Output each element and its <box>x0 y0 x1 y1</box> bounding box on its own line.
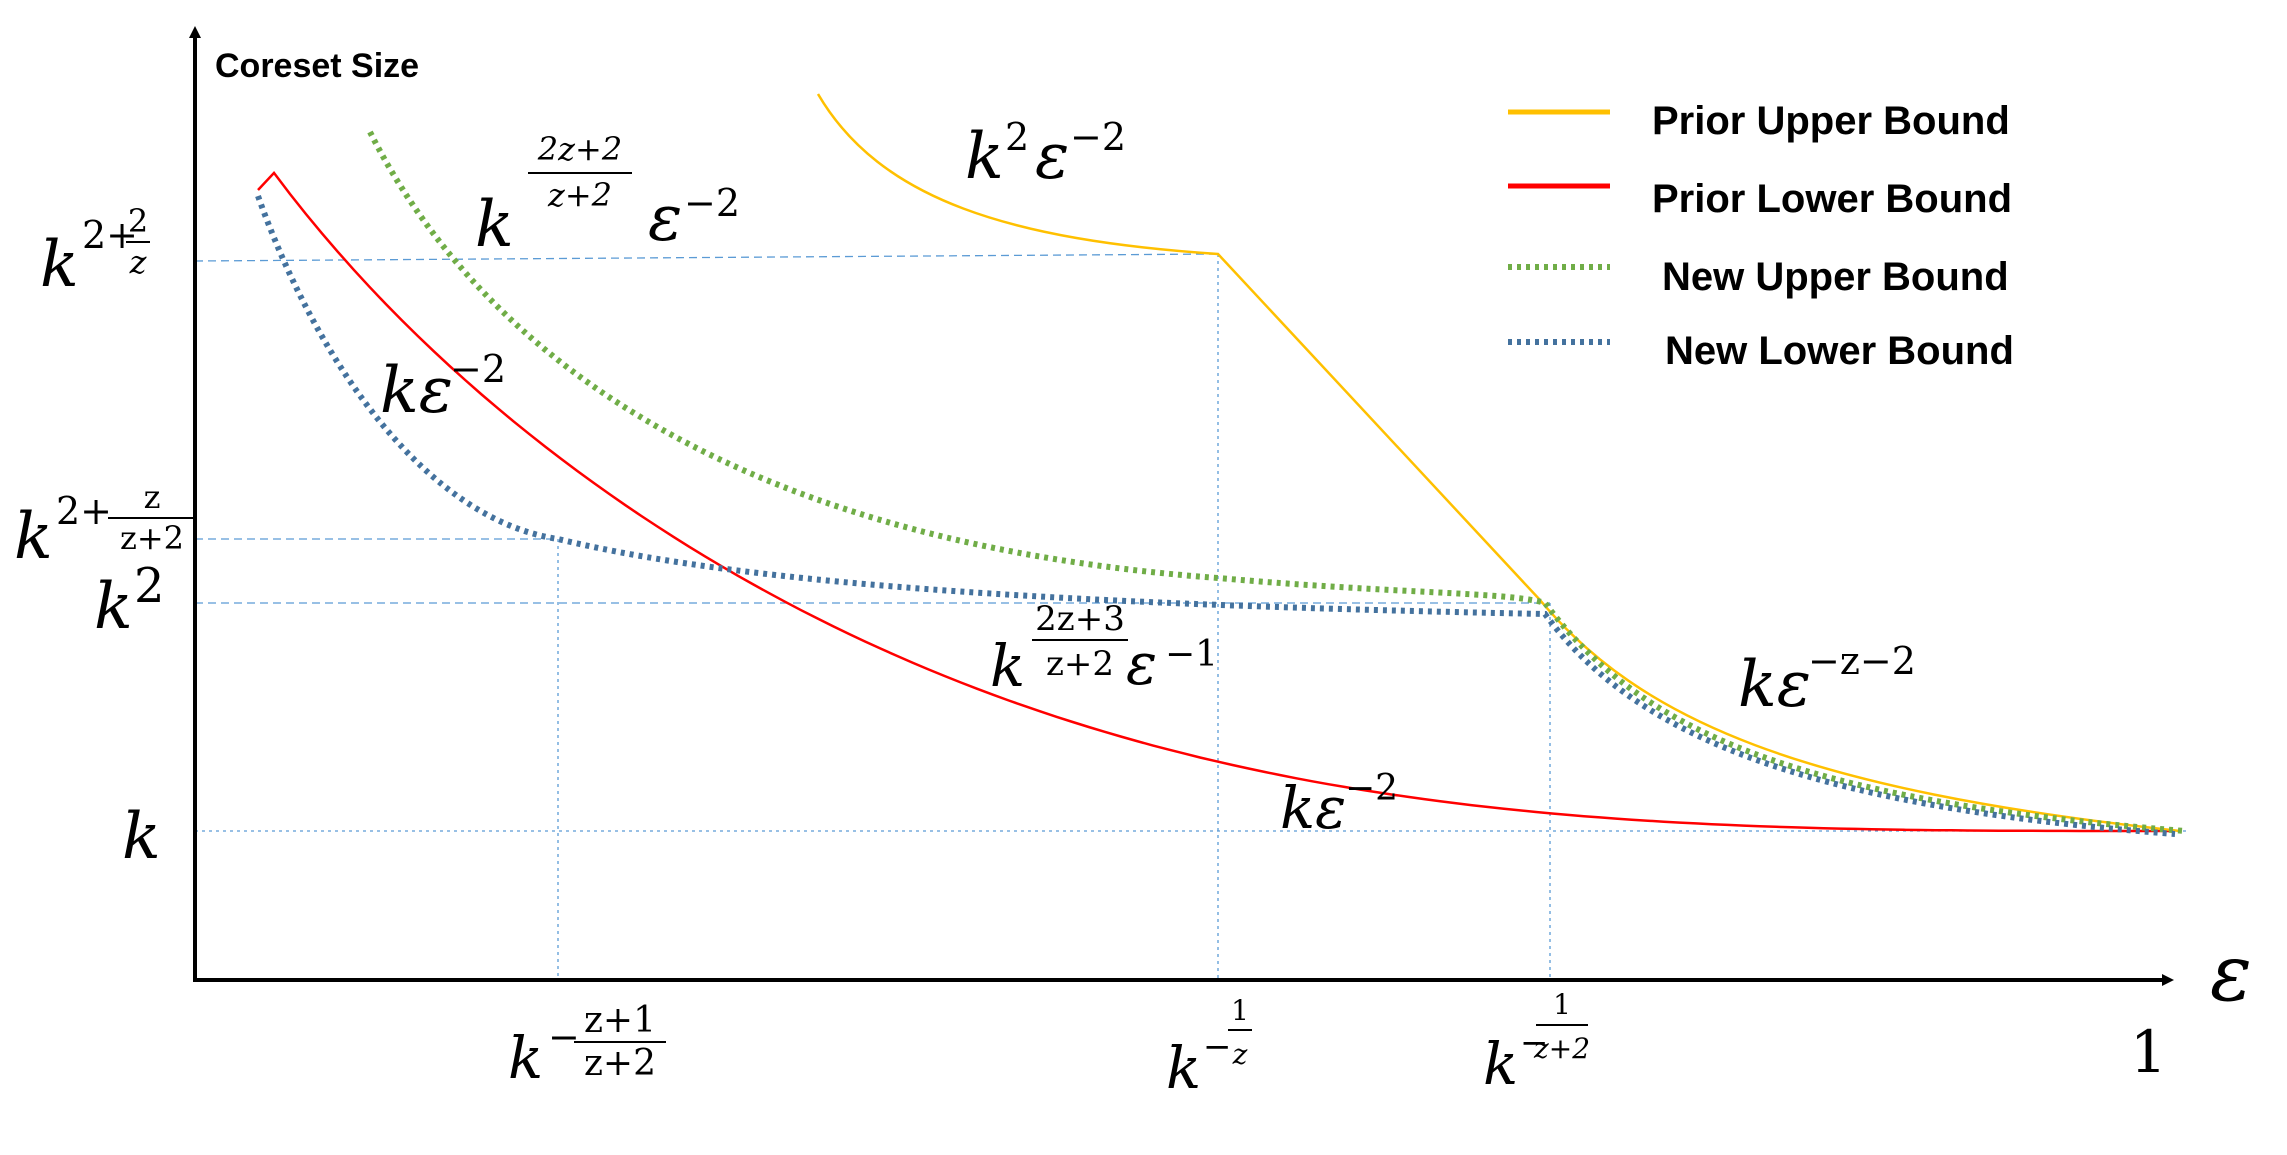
svg-text:k: k <box>14 500 53 574</box>
svg-text:−2: −2 <box>1345 768 1398 809</box>
svg-text:2: 2 <box>128 202 148 240</box>
x-axis-end-label: 1 <box>2130 1018 2167 1086</box>
legend: Prior Upper Bound Prior Lower Bound New … <box>1508 99 2014 373</box>
svg-text:k: k <box>475 188 514 262</box>
svg-text:ε: ε <box>648 182 682 256</box>
annotation-new-upper: k 2z+2 z+2 ε −2 <box>475 130 740 262</box>
annotation-new-lower: k 2z+3 z+2 ε −1 <box>990 599 1218 700</box>
svg-text:2: 2 <box>134 558 165 614</box>
guide-lines <box>194 253 2190 980</box>
svg-text:kε: kε <box>380 354 453 428</box>
x-axis-title: ε <box>2210 929 2252 1019</box>
svg-text:k: k <box>40 228 79 302</box>
y-tick-k: k <box>122 800 161 874</box>
svg-text:−2: −2 <box>1070 115 1126 159</box>
svg-text:−: − <box>1203 1027 1232 1067</box>
svg-text:z: z <box>1232 1038 1248 1071</box>
svg-text:−: − <box>1520 1023 1549 1063</box>
legend-item-new-lower: New Lower Bound <box>1508 329 2014 373</box>
svg-text:k: k <box>94 570 133 644</box>
svg-text:1: 1 <box>1231 994 1249 1027</box>
svg-text:z+2: z+2 <box>584 1043 656 1084</box>
annotation-keps-2-lower: kε −2 <box>1280 768 1398 842</box>
svg-text:2: 2 <box>1005 115 1029 159</box>
svg-text:−2: −2 <box>684 181 740 225</box>
series-new-upper-bound <box>367 130 2186 834</box>
y-tick-k2-2z: k 2+ 2 z <box>40 202 150 302</box>
legend-item-prior-lower: Prior Lower Bound <box>1508 177 2012 221</box>
series-new-lower-bound <box>255 194 2176 837</box>
svg-text:k: k <box>965 120 1004 194</box>
svg-text:ε: ε <box>1126 630 1157 698</box>
svg-text:ε: ε <box>1035 120 1069 194</box>
svg-text:k: k <box>122 800 161 874</box>
svg-text:k: k <box>1166 1034 1201 1102</box>
svg-text:z: z <box>144 478 161 516</box>
svg-text:2z+2: 2z+2 <box>537 130 622 168</box>
annotation-k2-eps-2: k 2 ε −2 <box>965 115 1126 194</box>
x-tick-1z: k − 1 z <box>1166 994 1252 1102</box>
svg-text:Prior Lower Bound: Prior Lower Bound <box>1652 177 2012 221</box>
annotation-keps-z-2: kε −z−2 <box>1738 639 1916 722</box>
svg-text:k: k <box>508 1024 543 1092</box>
legend-item-new-upper: New Upper Bound <box>1508 255 2009 299</box>
x-tick-zplus1: k − z+1 z+2 <box>508 1000 666 1092</box>
svg-text:Prior Upper Bound: Prior Upper Bound <box>1652 99 2010 143</box>
annotation-keps-2-upper: kε −2 <box>380 347 506 428</box>
svg-text:New Upper Bound: New Upper Bound <box>1662 255 2009 299</box>
series-prior-lower-bound <box>257 170 2175 833</box>
legend-item-prior-upper: Prior Upper Bound <box>1508 99 2010 143</box>
svg-text:z+1: z+1 <box>584 1000 656 1041</box>
svg-text:z+2: z+2 <box>1046 644 1114 684</box>
svg-text:k: k <box>990 632 1025 700</box>
svg-text:−z−2: −z−2 <box>1808 639 1916 683</box>
svg-text:kε: kε <box>1280 774 1346 842</box>
svg-text:1: 1 <box>1553 988 1571 1021</box>
svg-text:2+: 2+ <box>56 489 112 533</box>
svg-text:New Lower Bound: New Lower Bound <box>1665 329 2014 373</box>
guide-h-k2-2z <box>194 253 1219 262</box>
svg-text:−: − <box>548 1015 580 1059</box>
svg-text:−1: −1 <box>1165 634 1218 675</box>
svg-text:kε: kε <box>1738 648 1811 722</box>
y-tick-k2: k 2 <box>94 558 165 644</box>
svg-text:z+2: z+2 <box>120 519 184 557</box>
y-tick-k2-zz2: k 2+ z z+2 <box>14 478 196 574</box>
svg-text:z+2: z+2 <box>1533 1032 1590 1065</box>
svg-text:z+2: z+2 <box>547 176 612 214</box>
svg-text:2z+3: 2z+3 <box>1035 599 1125 639</box>
svg-text:z: z <box>129 243 148 281</box>
y-axis-title: Coreset Size <box>215 47 419 85</box>
x-tick-1z2: k − 1 z+2 <box>1483 988 1590 1098</box>
svg-text:k: k <box>1483 1030 1518 1098</box>
svg-text:−2: −2 <box>450 347 506 391</box>
svg-text:2+: 2+ <box>82 213 138 257</box>
